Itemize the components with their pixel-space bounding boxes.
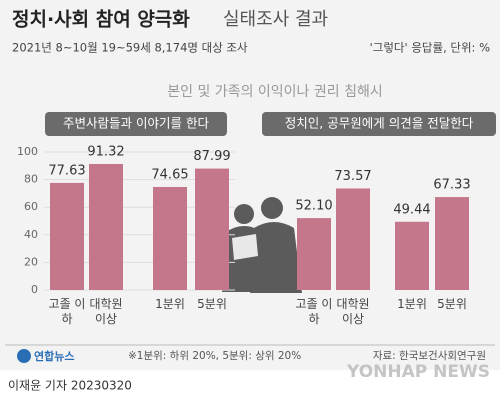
bar [50,182,84,290]
section-title: 본인 및 가족의 이익이나 권리 침해시 [167,84,382,100]
y-tick-label: 80 [24,173,38,186]
bar [336,188,370,290]
footnote: ※1분위: 하위 20%, 5분위: 상위 20% [128,349,301,362]
bar [395,221,429,290]
panel-title: 주변사람들과 이야기를 한다 [63,116,209,131]
value-label: 67.33 [433,178,470,193]
value-label: 91.32 [87,144,124,159]
bar [435,197,469,290]
value-label: 77.63 [48,163,85,178]
panel-header [45,112,227,136]
value-label: 87.99 [193,149,230,164]
y-tick-label: 100 [17,145,38,158]
logo-icon [17,349,31,363]
panel-title: 정치인, 공무원에게 의견을 전달한다 [285,116,474,131]
watermark: YONHAP NEWS [346,362,490,382]
x-tick-label: 1분위 [155,297,185,311]
unit-note: '그렇다' 응답률, 단위: % [370,41,490,55]
y-tick-label: 40 [24,228,38,241]
title-rest: 실태조사 결과 [223,9,328,30]
x-tick-label: 고졸 이하 [295,297,333,326]
title: 정치·사회 참여 양극화 [12,9,190,31]
value-label: 52.10 [295,199,332,214]
bar [195,168,229,290]
subtitle: 2021년 8~10월 19~59세 8,174명 대상 조사 [12,41,248,55]
bar [89,163,123,290]
panel-header [262,112,496,136]
logo: 연합뉴스 [34,349,74,363]
y-tick-label: 0 [31,283,38,296]
bar [153,186,187,290]
y-tick-label: 60 [24,200,38,213]
x-tick-label: 대학원 이상 [89,297,123,326]
source: 자료: 한국보건사회연구원 [373,350,486,362]
x-tick-label: 5분위 [437,297,467,311]
x-tick-label: 고졸 이하 [48,297,86,326]
y-tick-label: 20 [24,255,38,268]
value-label: 49.44 [393,202,430,217]
value-label: 73.57 [334,169,371,184]
x-tick-label: 대학원 이상 [336,297,370,326]
x-tick-label: 1분위 [397,297,427,311]
bar [297,218,331,290]
x-tick-label: 5분위 [197,297,227,311]
byline: 이재윤 기자 20230320 [8,379,132,393]
silhouette [222,197,302,293]
value-label: 74.65 [151,167,188,182]
